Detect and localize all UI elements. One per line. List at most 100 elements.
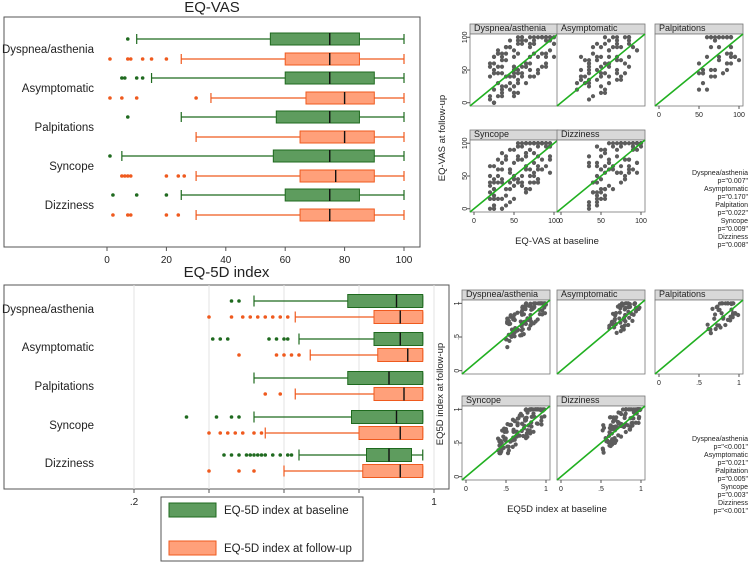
outlier-point [297,353,301,357]
scatter-panel: Dyspnea/asthenia 0 .5 1 [454,289,551,375]
scatter-point [511,177,517,182]
scatter-point [543,51,549,56]
scatter-point [515,144,521,149]
scatter-point [499,58,505,63]
scatter-point [586,61,592,66]
outlier-point [278,392,283,396]
scatter-point [511,428,516,433]
scatter-point [606,183,612,188]
scatter-point [507,44,513,50]
x-tick-label: 40 [220,255,232,266]
scatter-point [602,35,608,40]
scatter-point [491,100,497,105]
scatter-point [495,64,501,69]
category-label: Palpitations [35,122,95,134]
outlier-point [267,337,271,341]
scatter-point [626,35,632,40]
scatter-point [542,311,548,316]
y-tick-label: 0 [454,475,461,479]
outlier-point [125,57,130,61]
scatter-point [594,180,600,185]
outlier-point [108,96,112,100]
scatter-point [539,157,545,162]
scatter-point [626,54,632,60]
scatter-point [515,35,521,40]
scatter-point [715,323,720,328]
scatter-point [614,154,620,159]
scatter-point [537,301,542,306]
scatter-point [634,160,640,166]
scatter-point [495,436,501,441]
scatter-point [519,141,525,146]
y-tick-label: 0 [462,101,469,105]
scatter-point [507,186,513,192]
outlier-point [229,415,234,419]
scatter-point [728,318,733,323]
scatter-point [508,314,513,319]
category-label: Syncope [49,420,94,432]
scatter-point [499,177,505,182]
p-value-group: Palpitation [715,202,748,209]
scatter-point [610,186,616,192]
outlier-point [255,453,260,457]
scatter-point [505,344,510,350]
x-tick-label: 100 [548,218,560,225]
scatter-point [606,64,612,69]
scatter-point [491,87,497,92]
scatter-point [531,429,536,434]
scatter-point [551,54,557,60]
scatter-point [614,71,620,76]
p-value: p="0.021" [718,460,749,467]
scatter-point [539,35,545,40]
p-value: p="0.170" [718,194,749,201]
scatter-point [519,38,525,43]
scatter-point [618,74,624,79]
outlier-point [274,337,279,341]
y-tick-label: 1 [454,407,461,411]
scatter-point [704,54,710,60]
scatter-point [602,41,608,46]
scatter-point [539,422,544,427]
scatter-point [598,90,604,96]
outlier-point [108,57,112,61]
scatter-point [495,196,501,202]
outlier-point [128,174,133,178]
scatter-point [586,203,592,208]
outlier-point [285,453,290,457]
scatter-point [491,61,497,66]
scatter-point [491,193,497,198]
outlier-point [263,392,268,396]
box-followup [299,169,375,183]
scatter-point [543,38,549,43]
scatter-point [515,80,521,86]
x-axis-label: EQ-VAS at baseline [515,236,599,247]
scatter-point [523,141,529,146]
scatter-point [527,41,533,46]
legend: EQ-5D index at baseline EQ-5D index at fo… [160,496,364,562]
scatter-point [612,440,618,445]
scatter-point [537,312,542,317]
scatter-point [513,442,518,447]
scatter-point [535,180,541,185]
scatter-point [547,48,553,53]
scatter-point [618,164,624,169]
outlier-point [229,453,234,457]
scatter-point [511,90,517,96]
scatter-point [495,173,501,179]
panel-title: Palpitations [659,289,706,299]
category-label: Asymptomatic [22,83,94,95]
scatter-point [487,206,493,211]
scatter-point [618,77,624,82]
scatter-point [503,44,509,50]
scatter-point [531,74,537,79]
scatter-point [535,71,541,76]
scatter-point [627,427,633,432]
scatter-point [594,190,600,195]
scatter-point [539,141,545,146]
scatter-point [586,80,592,86]
scatter-point [507,170,513,175]
scatter-point [511,48,517,53]
identity-line [461,405,551,481]
scatter-point [519,71,525,76]
scatter-point [598,186,604,192]
